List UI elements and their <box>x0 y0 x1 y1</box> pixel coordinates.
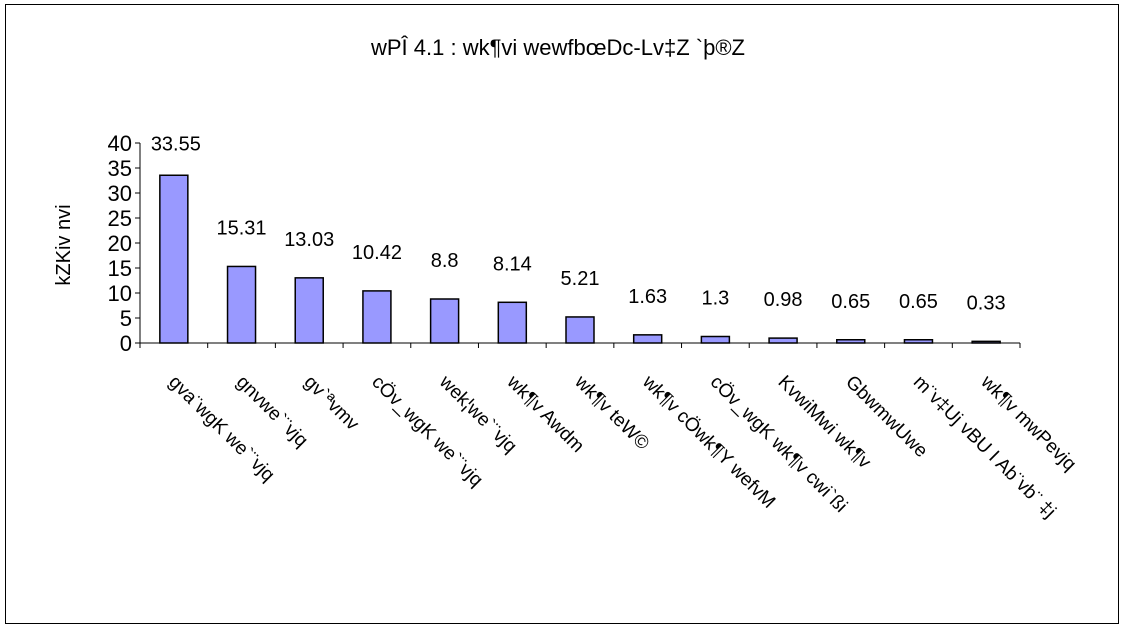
bar <box>429 298 460 344</box>
bar <box>497 301 528 344</box>
bar <box>700 335 731 344</box>
bar <box>362 290 392 344</box>
x-tick-label: wk¶v cÖwk¶Y wefvM <box>637 371 779 513</box>
x-tick-label: m¨v‡Uj vBU I Ab¨vb¨ ‡j <box>909 372 1060 523</box>
bar <box>903 339 934 344</box>
y-axis-label: kZKiv nvi <box>53 204 75 285</box>
y-tick-label: 30 <box>108 181 132 206</box>
bar <box>294 277 324 344</box>
bar <box>226 265 257 344</box>
data-label: 5.21 <box>561 268 600 290</box>
data-label: 10.42 <box>352 242 402 264</box>
y-tick-label: 20 <box>108 231 132 256</box>
chart-frame: wPÎ 4.1 : wk¶vi wewfbœDc-Lv‡Z `þ®Z kZKiv… <box>5 4 1119 624</box>
y-tick-label: 40 <box>108 131 132 156</box>
bars <box>159 174 1001 344</box>
y-tick-label: 15 <box>108 256 132 281</box>
data-label: 8.8 <box>431 250 459 272</box>
x-tick-label: cÖv_wgK wk¶v cwi`ßi <box>706 372 851 517</box>
bar <box>632 334 663 344</box>
data-label: 13.03 <box>284 229 334 251</box>
data-label: 15.31 <box>217 217 267 239</box>
data-label: 0.33 <box>967 292 1006 314</box>
data-label: 0.65 <box>831 291 870 313</box>
data-label: 0.98 <box>764 289 803 311</box>
x-tick-label: gv`ªvmv <box>300 372 363 435</box>
data-label: 33.55 <box>151 133 201 155</box>
data-label: 0.65 <box>899 291 938 313</box>
data-label: 1.63 <box>628 286 667 308</box>
bar <box>836 339 866 344</box>
data-labels: 33.55 15.31 13.03 10.42 8.8 8.14 5.21 1.63 1.3 0.… <box>151 133 1006 314</box>
bar <box>971 340 1001 344</box>
bar <box>159 174 189 344</box>
bar <box>768 337 798 344</box>
y-tick-label: 25 <box>108 206 132 231</box>
chart-title: wPÎ 4.1 : wk¶vi wewfbœDc-Lv‡Z `þ®Z <box>370 35 745 60</box>
y-tick-label: 35 <box>108 156 132 181</box>
data-label: 8.14 <box>493 253 532 275</box>
data-label: 1.3 <box>701 288 729 310</box>
bar <box>565 316 595 344</box>
y-tick-label: 0 <box>120 331 132 356</box>
y-tick-label: 5 <box>120 306 132 331</box>
bar-chart: wPÎ 4.1 : wk¶vi wewfbœDc-Lv‡Z `þ®Z kZKiv… <box>53 35 1080 522</box>
y-tick-label: 10 <box>108 281 132 306</box>
